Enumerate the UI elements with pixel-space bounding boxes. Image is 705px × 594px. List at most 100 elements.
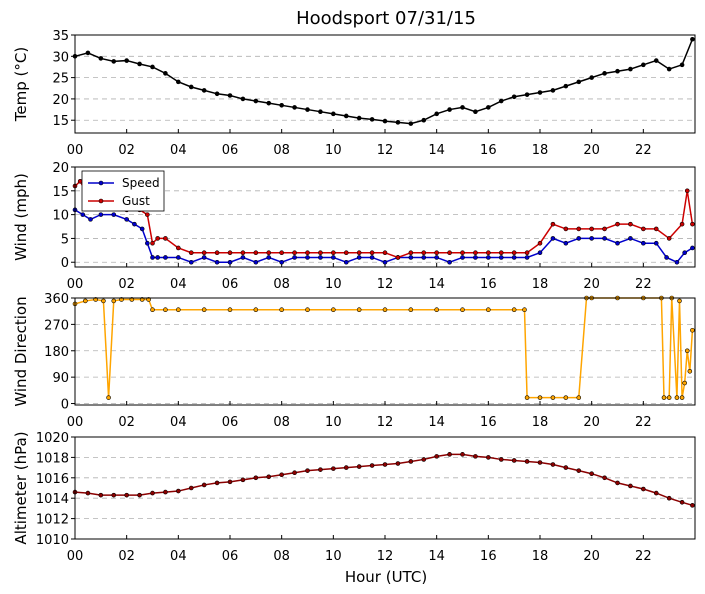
- data-point-altimeter: [331, 466, 336, 471]
- data-point-gust: [666, 236, 672, 241]
- data-point-direction: [434, 307, 439, 313]
- data-point-temp: [163, 71, 168, 76]
- data-point-gust: [331, 250, 336, 256]
- x-tick-label: 16: [480, 415, 497, 430]
- series-line-temp: [74, 38, 694, 125]
- legend: Speed Gust: [81, 170, 165, 212]
- data-point-altimeter: [279, 472, 284, 478]
- data-point-direction: [682, 380, 687, 386]
- data-point-temp: [679, 62, 685, 68]
- data-point-temp: [124, 58, 129, 63]
- data-point-temp: [395, 120, 401, 125]
- data-point-speed: [537, 250, 543, 256]
- data-point-altimeter: [85, 490, 91, 496]
- plot-frame-alt: [74, 436, 696, 540]
- data-point-direction: [687, 368, 693, 374]
- data-point-gust: [266, 250, 272, 256]
- x-tick-label: 04: [170, 549, 187, 564]
- data-point-temp: [524, 92, 530, 97]
- data-point-direction: [522, 307, 527, 313]
- data-point-altimeter: [124, 492, 129, 498]
- x-tick-label: 00: [67, 549, 84, 564]
- data-point-speed: [498, 255, 504, 260]
- data-point-temp: [511, 94, 517, 100]
- x-tick-label: 22: [635, 277, 652, 292]
- y-axis-label-temp: Temp (°C): [12, 47, 30, 122]
- x-tick-label: 20: [583, 143, 600, 158]
- x-tick-label: 00: [67, 277, 84, 292]
- x-tick-label: 06: [222, 549, 239, 564]
- data-point-speed: [292, 255, 297, 260]
- x-tick-label: 02: [118, 277, 135, 292]
- data-point-speed: [201, 255, 207, 260]
- series-direction: [72, 295, 695, 400]
- series-gust: [72, 178, 695, 260]
- legend-marker-gust: [98, 198, 104, 204]
- x-tick-label: 12: [377, 415, 394, 430]
- panel-temp: 15 20 25 30 35 00 02 04 06 08 10 12 14 16 18 20 22 Temp (…: [12, 29, 696, 158]
- data-point-temp: [266, 100, 272, 106]
- y-tick-label: 10: [52, 209, 69, 224]
- data-point-gust: [684, 188, 690, 194]
- x-axis-label: Hour (UTC): [345, 568, 427, 586]
- plot-frame-dir: [74, 297, 696, 406]
- data-point-direction: [111, 298, 117, 304]
- data-point-altimeter: [253, 475, 259, 481]
- data-point-speed: [318, 255, 323, 260]
- x-tick-label: 08: [273, 277, 290, 292]
- data-point-altimeter: [537, 460, 543, 465]
- data-point-temp: [111, 59, 117, 64]
- data-point-altimeter: [615, 480, 620, 486]
- data-point-direction: [83, 298, 88, 304]
- data-point-gust: [343, 250, 349, 256]
- data-point-temp: [227, 93, 233, 98]
- y-tick-label: 1020: [36, 431, 69, 446]
- data-point-altimeter: [98, 492, 104, 498]
- y-tick-label: 30: [52, 50, 69, 65]
- data-point-speed: [88, 217, 93, 222]
- data-point-altimeter: [563, 465, 569, 470]
- data-point-altimeter: [690, 503, 695, 508]
- data-point-direction: [460, 307, 465, 313]
- y-tick-label: 20: [52, 93, 69, 108]
- data-point-altimeter: [486, 455, 491, 460]
- data-point-gust: [447, 250, 452, 256]
- data-point-temp: [214, 91, 220, 97]
- x-tick-label: 18: [532, 277, 549, 292]
- data-point-gust: [628, 221, 633, 227]
- data-point-speed: [511, 255, 517, 260]
- data-point-temp: [305, 107, 310, 112]
- data-point-direction: [150, 307, 155, 313]
- data-point-direction: [253, 307, 259, 313]
- data-point-temp: [331, 111, 336, 117]
- y-tick-label: 1016: [36, 472, 69, 487]
- data-point-altimeter: [550, 462, 556, 467]
- data-point-speed: [589, 236, 594, 241]
- data-point-direction: [679, 395, 685, 400]
- x-tick-label: 22: [635, 415, 652, 430]
- data-point-speed: [139, 226, 145, 232]
- data-point-speed: [331, 255, 336, 260]
- data-point-altimeter: [421, 457, 427, 462]
- series-altimeter: [72, 452, 695, 508]
- legend-marker-speed: [98, 180, 104, 186]
- data-point-direction: [305, 307, 310, 313]
- series-line-altimeter: [74, 453, 693, 507]
- y-tick-label: 0: [61, 398, 69, 413]
- data-point-gust: [214, 250, 220, 256]
- y-axis-label-dir: Wind Direction: [12, 296, 30, 406]
- data-point-temp: [98, 56, 104, 61]
- data-point-altimeter: [498, 457, 504, 462]
- y-tick-label: 1014: [36, 492, 69, 507]
- data-point-temp: [460, 105, 465, 110]
- data-point-temp: [369, 117, 375, 122]
- panel-dir: 0 90 180 270 360 00 02 04 06 08 10 12 14 16 18 20 22 Wind…: [12, 292, 696, 430]
- y-tick-label: 1012: [36, 513, 69, 528]
- y-tick-label: 20: [52, 161, 69, 176]
- x-tick-label: 02: [118, 143, 135, 158]
- data-point-altimeter: [589, 471, 594, 477]
- data-point-temp: [201, 88, 207, 93]
- data-point-temp: [292, 105, 297, 110]
- data-point-direction: [684, 348, 690, 354]
- data-point-direction: [331, 307, 336, 313]
